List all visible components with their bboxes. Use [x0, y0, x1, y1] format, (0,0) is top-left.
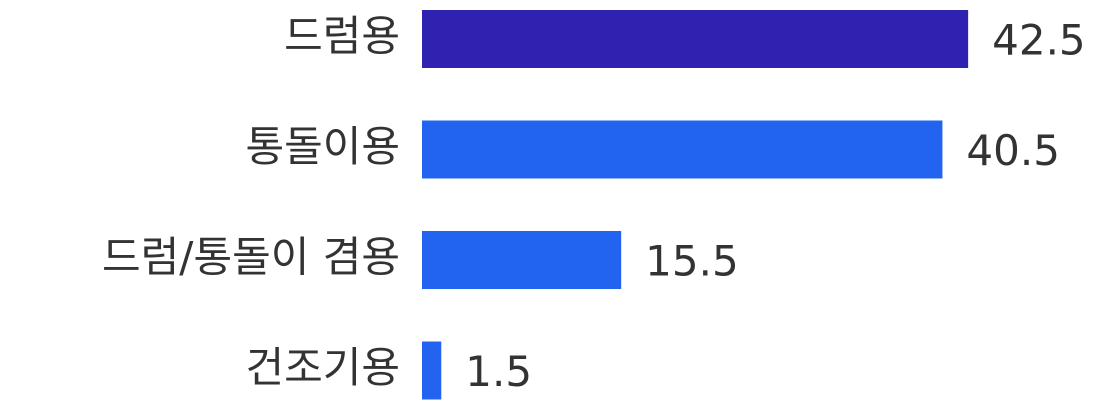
value-label: 42.5	[992, 16, 1086, 65]
category-label: 드럼/통돌이 겸용	[102, 233, 400, 282]
value-label: 40.5	[966, 126, 1060, 175]
value-label: 15.5	[645, 237, 739, 286]
bar	[422, 341, 442, 400]
category-label: 통돌이용	[245, 122, 400, 171]
category-label: 건조기용	[245, 343, 400, 392]
bar	[422, 10, 969, 68]
value-label: 1.5	[465, 347, 532, 396]
bar	[422, 231, 622, 289]
bar	[422, 120, 943, 179]
category-label: 드럼용	[284, 12, 400, 61]
